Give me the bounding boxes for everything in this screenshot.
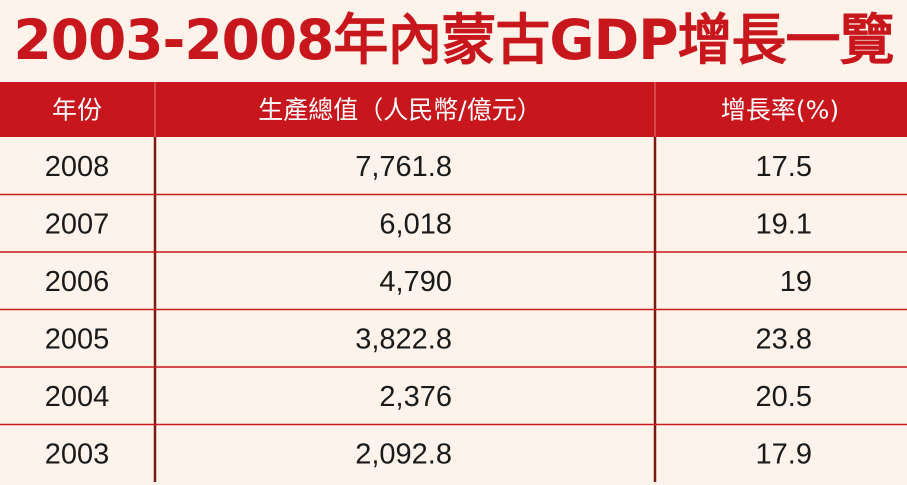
table-cell-r3-c3: 19	[780, 266, 812, 298]
table-cell-r5-c2: 2,376	[379, 381, 452, 413]
table-cell-r2-c2: 6,018	[379, 208, 452, 240]
table-cell-r4-c3: 23.8	[756, 323, 812, 355]
table-cell-r6-c2: 2,092.8	[355, 438, 452, 470]
table-cell-r2-c1: 2007	[45, 208, 110, 240]
table-cell-r5-c3: 20.5	[756, 381, 812, 413]
table-cell-r3-c2: 4,790	[379, 266, 452, 298]
table-cell-r6-c1: 2003	[45, 438, 110, 470]
table-body: 2008 7,761.8 17.5 2007 6,018 19.1 2006 4,790 19 2…	[45, 151, 812, 471]
table-cell-r4-c1: 2005	[45, 323, 110, 355]
page-title: 2003-2008年內蒙古GDP增長一覽	[13, 8, 894, 72]
table-header: 年份 生產總值（人民幣/億元） 增長率(%)	[52, 96, 839, 125]
table-cell-r5-c1: 2004	[45, 381, 110, 413]
table-cell-r2-c3: 19.1	[756, 208, 812, 240]
header-band	[0, 82, 907, 137]
table-cell-r1-c3: 17.5	[756, 151, 812, 183]
table-grid	[0, 82, 907, 482]
column-header-2: 生產總值（人民幣/億元）	[258, 96, 541, 125]
table-cell-r3-c1: 2006	[45, 266, 110, 298]
table-cell-r1-c2: 7,761.8	[355, 151, 452, 183]
column-header-3: 增長率(%)	[721, 96, 839, 125]
table-cell-r4-c2: 3,822.8	[355, 323, 452, 355]
table-cell-r1-c1: 2008	[45, 151, 110, 183]
table-cell-r6-c3: 17.9	[756, 438, 812, 470]
column-header-1: 年份	[52, 96, 102, 125]
